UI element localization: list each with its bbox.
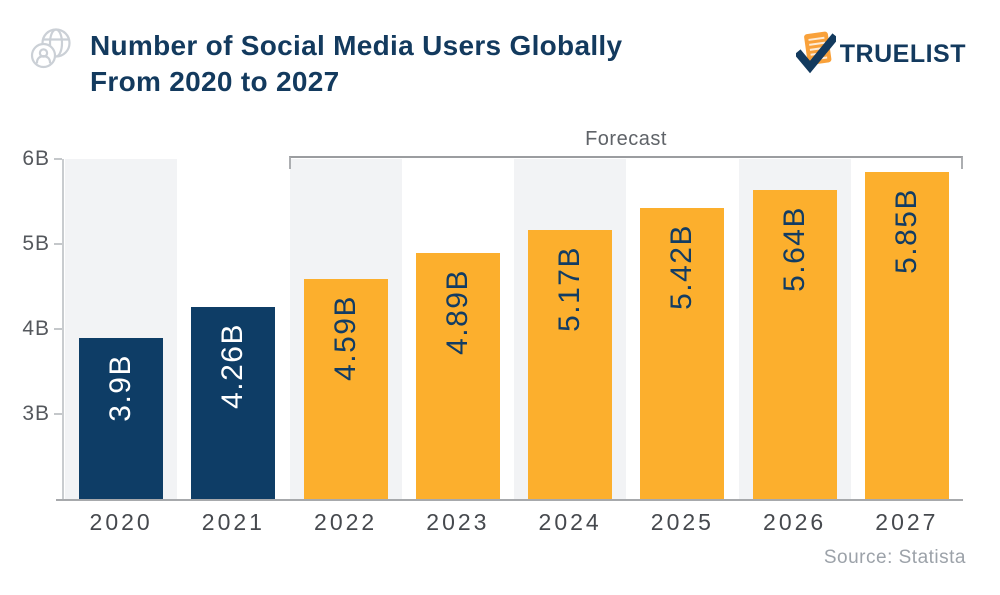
bar-value-label-wrap-2021: 4.26B: [191, 323, 275, 409]
truelist-logo: TRUELIST: [794, 30, 966, 79]
x-axis-label-2022: 2022: [314, 509, 378, 535]
y-axis-label-4B: 4B: [22, 317, 50, 340]
bar-value-label-wrap-2026: 5.64B: [753, 206, 837, 292]
x-axis-label-2020: 2020: [89, 509, 153, 535]
y-axis-line: [62, 159, 64, 500]
y-axis-label-3B: 3B: [22, 402, 50, 425]
bar-value-label-2024: 5.17B: [553, 245, 587, 332]
truelist-logo-icon: [794, 30, 839, 79]
bar-value-label-wrap-2020: 3.9B: [79, 354, 163, 422]
bar-2025: 5.42B: [640, 208, 725, 499]
y-axis-tick-3B: [54, 413, 62, 415]
x-axis-label-2024: 2024: [538, 509, 602, 535]
bar-value-label-2027: 5.85B: [889, 187, 923, 274]
bar-value-label-wrap-2027: 5.85B: [865, 188, 949, 274]
truelist-logo-text: TRUELIST: [839, 40, 966, 68]
source-credit: Source: Statista: [823, 547, 966, 568]
title-line-2: From 2020 to 2027: [90, 66, 340, 97]
forecast-bracket: [289, 156, 963, 169]
y-axis-label-6B: 6B: [22, 147, 50, 170]
globe-user-icon: [26, 24, 76, 74]
bar-value-label-2025: 5.42B: [665, 224, 699, 311]
bar-value-label-wrap-2024: 5.17B: [528, 246, 612, 332]
x-axis-baseline: [56, 499, 963, 501]
bar-2021: 4.26B: [191, 306, 276, 499]
bar-2026: 5.64B: [752, 189, 837, 499]
bar-2023: 4.89B: [415, 253, 500, 499]
bar-2022: 4.59B: [303, 278, 388, 499]
bar-value-label-2021: 4.26B: [216, 322, 250, 409]
bar-value-label-2020: 3.9B: [104, 353, 138, 422]
bar-value-label-2023: 4.89B: [440, 269, 474, 356]
x-axis-label-2023: 2023: [426, 509, 490, 535]
page-title: Number of Social Media Users Globally Fr…: [90, 28, 622, 100]
bar-value-label-2022: 4.59B: [328, 294, 362, 381]
y-axis-tick-6B: [54, 158, 62, 160]
x-axis-label-2026: 2026: [763, 509, 827, 535]
bar-value-label-wrap-2022: 4.59B: [304, 295, 388, 381]
y-axis-label-5B: 5B: [22, 232, 50, 255]
bar-value-label-2026: 5.64B: [777, 205, 811, 292]
y-axis-tick-5B: [54, 243, 62, 245]
x-axis-label-2021: 2021: [201, 509, 265, 535]
bar-value-label-wrap-2023: 4.89B: [416, 269, 500, 355]
bar-2020: 3.9B: [79, 337, 164, 499]
bar-value-label-wrap-2025: 5.42B: [640, 224, 724, 310]
x-axis-label-2027: 2027: [875, 509, 939, 535]
title-line-1: Number of Social Media Users Globally: [90, 30, 623, 61]
bar-2027: 5.85B: [864, 171, 949, 499]
y-axis-tick-4B: [54, 328, 62, 330]
forecast-annotation-label: Forecast: [585, 128, 667, 150]
bar-2024: 5.17B: [528, 229, 613, 499]
x-axis-label-2025: 2025: [650, 509, 714, 535]
